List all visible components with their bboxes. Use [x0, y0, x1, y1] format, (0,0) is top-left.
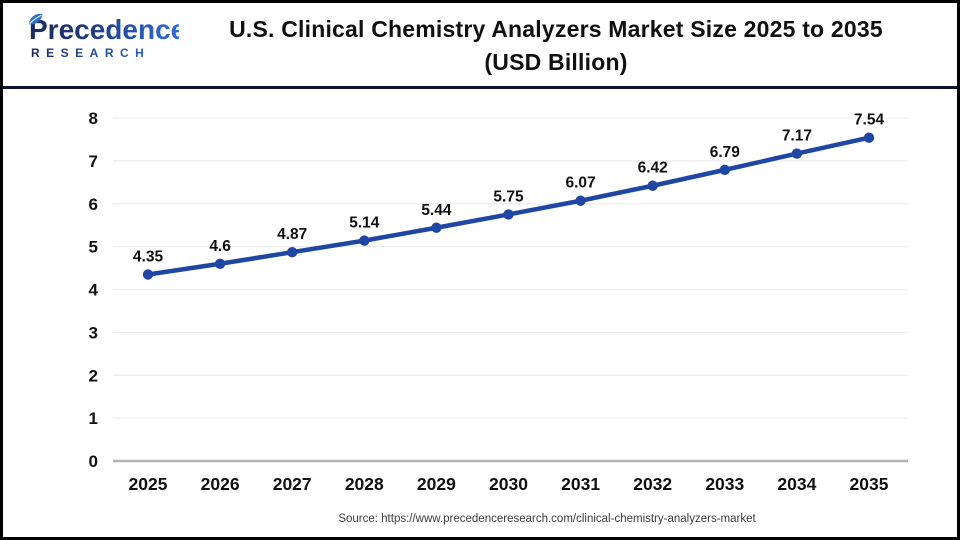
y-tick-label: 6 [89, 195, 98, 214]
data-label: 5.75 [493, 188, 524, 205]
data-point [214, 258, 226, 269]
x-tick-label: 2029 [417, 474, 456, 494]
data-point [863, 132, 875, 143]
data-point [359, 235, 370, 246]
leaf-icon [28, 13, 43, 25]
x-tick-label: 2035 [850, 474, 889, 494]
y-tick-label: 3 [89, 323, 98, 342]
data-point [142, 269, 154, 280]
chart-title-line1: U.S. Clinical Chemistry Analyzers Market… [229, 16, 883, 42]
header: Precedence RESEARCH U.S. Clinical Chemis… [3, 3, 957, 87]
data-label: 5.44 [421, 202, 452, 219]
data-point [575, 195, 586, 206]
x-tick-label: 2025 [129, 474, 168, 494]
data-label: 6.79 [710, 144, 741, 161]
y-tick-label: 0 [89, 452, 98, 471]
y-tick-label: 1 [89, 409, 98, 428]
logo-brand-subtext: RESEARCH [31, 46, 179, 60]
y-tick-label: 2 [89, 366, 98, 385]
data-label: 7.54 [854, 112, 885, 129]
data-point [287, 246, 298, 258]
x-tick-label: 2027 [273, 474, 312, 494]
data-label: 6.42 [638, 160, 668, 177]
data-label: 6.07 [566, 175, 596, 192]
x-tick-label: 2028 [345, 474, 384, 494]
data-label: 7.17 [782, 128, 812, 145]
x-tick-label: 2026 [201, 474, 240, 494]
data-label: 4.87 [277, 226, 307, 243]
y-tick-label: 5 [89, 238, 98, 257]
data-point [503, 209, 514, 220]
y-tick-label: 7 [89, 152, 98, 171]
data-label: 4.6 [209, 238, 231, 255]
y-tick-label: 4 [89, 281, 99, 300]
x-tick-label: 2030 [489, 474, 528, 494]
x-tick-label: 2033 [705, 474, 744, 494]
data-label: 4.35 [133, 248, 164, 265]
data-point [791, 148, 803, 159]
chart-title-line2: (USD Billion) [484, 49, 628, 75]
trend-line [145, 135, 872, 277]
header-divider [3, 86, 957, 89]
x-tick-label: 2032 [633, 474, 672, 494]
market-size-line-chart: 0 1 2 3 4 5 6 7 8 4.35 2025 4.6 2026 4.87 2027 5.14 2028… [89, 109, 908, 494]
y-tick-label: 8 [89, 109, 98, 128]
data-label: 5.14 [349, 215, 380, 232]
x-tick-label: 2031 [561, 474, 600, 494]
x-tick-label: 2034 [777, 474, 816, 494]
data-point [431, 222, 442, 233]
data-point [719, 164, 730, 176]
logo-brand-text: Precedence [29, 14, 187, 45]
data-point [647, 180, 658, 191]
source-attribution: Source: https://www.precedenceresearch.c… [338, 513, 756, 525]
precedence-research-logo: Precedence RESEARCH [28, 13, 187, 60]
chart-title: U.S. Clinical Chemistry Analyzers Market… [153, 13, 957, 79]
